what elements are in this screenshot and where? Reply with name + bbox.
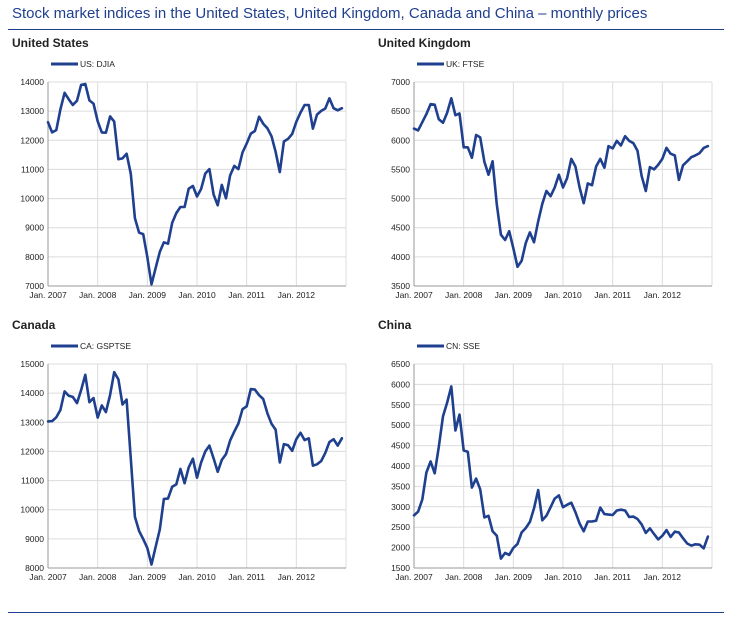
x-tick-label: Jan. 2012 [644,290,682,300]
chart-united-states: US: DJIA 7000 8000 9000 10000 11000 12000 13000… [20,59,347,300]
x-tick-label: Jan. 2011 [228,290,265,300]
panel-title: United States [12,36,89,50]
panel-united-kingdom: United Kingdom UK: FTSE 3500 4000 4500 5000 5… [374,36,724,306]
y-tick-label: 7000 [25,281,44,291]
y-tick-label: 4500 [391,441,410,451]
panel-title: United Kingdom [378,36,471,50]
y-tick-label: 11000 [21,164,44,174]
y-tick-label: 3500 [391,281,410,291]
x-tick-label: Jan. 2010 [178,290,216,300]
title-divider [8,29,724,30]
y-tick-label: 5500 [391,400,410,410]
y-tick-label: 5500 [391,164,410,174]
y-tick-label: 11000 [21,476,44,486]
y-tick-label: 7000 [391,77,410,87]
y-tick-label: 12000 [20,446,44,456]
bottom-divider [8,612,724,613]
y-tick-label: 3500 [391,481,410,491]
y-tick-label: 14000 [20,388,44,398]
legend-label: CA: GSPTSE [80,341,131,351]
y-tick-label: 8000 [25,252,44,262]
series-line [412,96,710,269]
x-tick-label: Jan. 2011 [228,572,265,582]
y-tick-label: 4500 [391,223,410,233]
series-line [46,82,344,286]
x-tick-label: Jan. 2012 [644,572,682,582]
y-tick-label: 9000 [25,223,44,233]
y-tick-label: 1500 [391,563,410,573]
y-tick-label: 2000 [391,543,410,553]
x-tick-label: Jan. 2009 [495,572,533,582]
panel-title: Canada [12,318,56,332]
y-tick-label: 10000 [20,194,44,204]
y-tick-label: 6500 [391,106,410,116]
y-tick-label: 10000 [20,505,44,515]
y-tick-label: 13000 [20,417,44,427]
x-tick-label: Jan. 2009 [495,290,533,300]
y-tick-label: 9000 [25,534,44,544]
y-tick-label: 13000 [20,106,44,116]
y-tick-label: 14000 [20,77,44,87]
y-tick-label: 5000 [391,420,410,430]
x-tick-label: Jan. 2009 [129,572,167,582]
x-tick-label: Jan. 2007 [395,290,433,300]
x-tick-label: Jan. 2007 [29,572,67,582]
y-tick-label: 4000 [391,461,410,471]
x-tick-label: Jan. 2008 [445,572,483,582]
y-tick-label: 15000 [20,359,44,369]
x-tick-label: Jan. 2011 [594,572,631,582]
y-tick-label: 6000 [391,135,410,145]
chart-united-kingdom: UK: FTSE 3500 4000 4500 5000 5500 6000 6500 7000… [391,59,713,300]
x-tick-label: Jan. 2010 [544,290,582,300]
panel-china: China CN: SSE 1500 2000 2500 3000 3500 4000 450… [374,318,724,588]
y-tick-label: 12000 [20,135,44,145]
x-tick-label: Jan. 2012 [278,290,316,300]
series-line [46,370,344,566]
y-tick-label: 8000 [25,563,44,573]
chart-china: CN: SSE 1500 2000 2500 3000 3500 4000 4500 5000 5… [391,341,713,582]
y-tick-label: 3000 [391,502,410,512]
x-tick-label: Jan. 2007 [29,290,67,300]
panel-united-states: United States US: DJIA 7000 8000 9000 10000 1… [8,36,358,306]
page-title: Stock market indices in the United State… [12,5,648,22]
y-tick-label: 4000 [391,252,410,262]
x-tick-label: Jan. 2012 [278,572,316,582]
legend-label: US: DJIA [80,59,115,69]
x-tick-label: Jan. 2010 [178,572,216,582]
y-tick-label: 2500 [391,522,410,532]
x-tick-label: Jan. 2008 [79,572,117,582]
x-tick-label: Jan. 2011 [594,290,631,300]
x-tick-label: Jan. 2008 [79,290,117,300]
panel-canada: Canada CA: GSPTSE 8000 9000 10000 11000 12000… [8,318,358,588]
y-tick-label: 6500 [391,359,410,369]
chart-canada: CA: GSPTSE 8000 9000 10000 11000 12000 13000 14… [20,341,347,582]
panel-title: China [378,318,412,332]
x-tick-label: Jan. 2010 [544,572,582,582]
x-tick-label: Jan. 2009 [129,290,167,300]
y-tick-label: 6000 [391,379,410,389]
series-line [412,385,710,560]
legend-label: CN: SSE [446,341,480,351]
x-tick-label: Jan. 2007 [395,572,433,582]
y-tick-label: 5000 [391,194,410,204]
x-tick-label: Jan. 2008 [445,290,483,300]
legend-label: UK: FTSE [446,59,485,69]
